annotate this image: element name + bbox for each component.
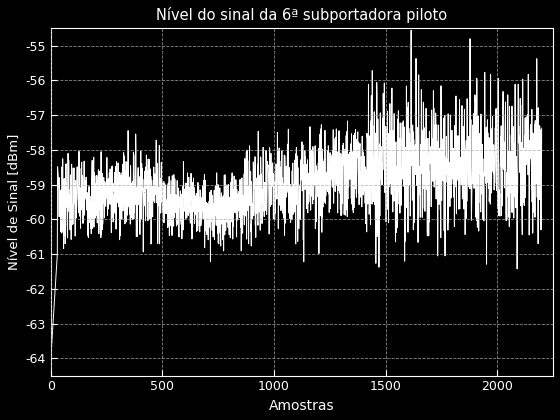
X-axis label: Amostras: Amostras [269,399,335,413]
Title: Nível do sinal da 6ª subportadora piloto: Nível do sinal da 6ª subportadora piloto [156,7,447,23]
Y-axis label: Nível de Sinal [dBm]: Nível de Sinal [dBm] [7,134,20,270]
